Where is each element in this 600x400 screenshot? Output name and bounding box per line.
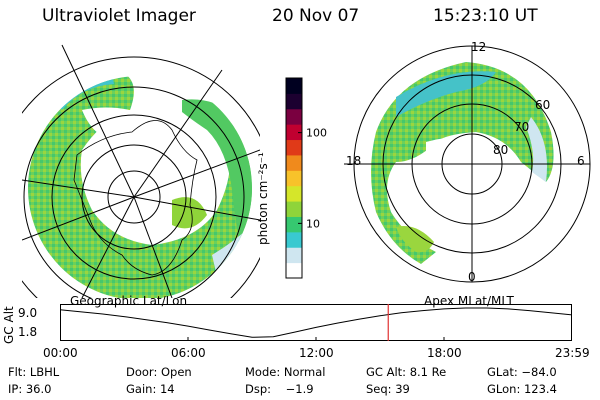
dsp-info: Dsp: −1.9 (245, 382, 314, 396)
glat-info: GLat: −84.0 (487, 365, 557, 379)
color-scale-stripe (286, 231, 302, 248)
gc-alt-axis-label: GC Alt (2, 306, 16, 344)
mlat-label-80: 80 (493, 143, 509, 157)
color-scale-stripe (286, 124, 302, 141)
gc-alt-time-tick-label: 06:00 (171, 346, 206, 360)
color-scale-stripe (286, 185, 302, 202)
color-scale-tick-label: 100 (306, 127, 327, 140)
gc-alt-time-tick-label: 12:00 (299, 346, 334, 360)
time-label: 15:23:10 UT (433, 6, 538, 26)
color-scale-stripe (286, 262, 302, 279)
mlt-label-dusk: 18 (346, 154, 362, 168)
mlt-label-dawn: 6 (577, 154, 585, 168)
color-scale-stripe (286, 247, 302, 264)
color-scale-stripe (286, 93, 302, 110)
magnetic-auroral-image (344, 45, 591, 283)
door-info: Door: Open (126, 365, 192, 379)
mlt-label-midnight: 0 (468, 270, 476, 284)
gc-alt-series-line (60, 307, 572, 338)
gc-alt-time-tick-label: 00:00 (43, 346, 78, 360)
instrument-title: Ultraviolet Imager (42, 6, 196, 26)
color-scale-unit-label: photon cm⁻²s⁻¹ (256, 152, 270, 245)
gc-alt-time-tick-label: 23:59 (555, 346, 590, 360)
glon-info: GLon: 123.4 (487, 382, 557, 396)
gc-alt-info: GC Alt: 8.1 Re (366, 365, 447, 379)
coastline (73, 120, 198, 276)
gc-alt-plot (60, 304, 572, 341)
color-scale-stripes (286, 78, 302, 279)
filter-info: Flt: LBHL (8, 365, 60, 379)
gc-alt-x-ticks (60, 337, 572, 341)
color-scale-stripe (286, 78, 302, 94)
gc-alt-ytick-bottom: 1.8 (18, 325, 38, 339)
color-scale-stripe (286, 154, 302, 171)
geographic-auroral-image (22, 44, 260, 298)
mlt-label-noon: 12 (471, 40, 487, 54)
seq-info: Seq: 39 (366, 382, 410, 396)
color-scale-stripe (286, 201, 302, 217)
color-scale-ticks: 100 10 (298, 127, 327, 230)
gc-alt-plot-frame (60, 304, 572, 341)
color-scale-stripe (286, 139, 302, 156)
color-scale-stripe (286, 108, 302, 125)
ip-info: IP: 36.0 (8, 382, 52, 396)
mlat-label-60: 60 (535, 98, 551, 112)
color-scale-stripe (286, 216, 302, 233)
gc-alt-ytick-top: 9.0 (18, 306, 38, 320)
mlat-label-70: 70 (514, 120, 530, 134)
gc-alt-time-tick-label: 18:00 (427, 346, 462, 360)
color-scale-stripe (286, 170, 302, 187)
color-scale-bar: 100 10 (285, 77, 327, 279)
date-label: 20 Nov 07 (272, 6, 360, 26)
mode-info: Mode: Normal (245, 365, 326, 379)
color-scale-tick-label: 10 (306, 217, 320, 230)
gain-info: Gain: 14 (126, 382, 175, 396)
